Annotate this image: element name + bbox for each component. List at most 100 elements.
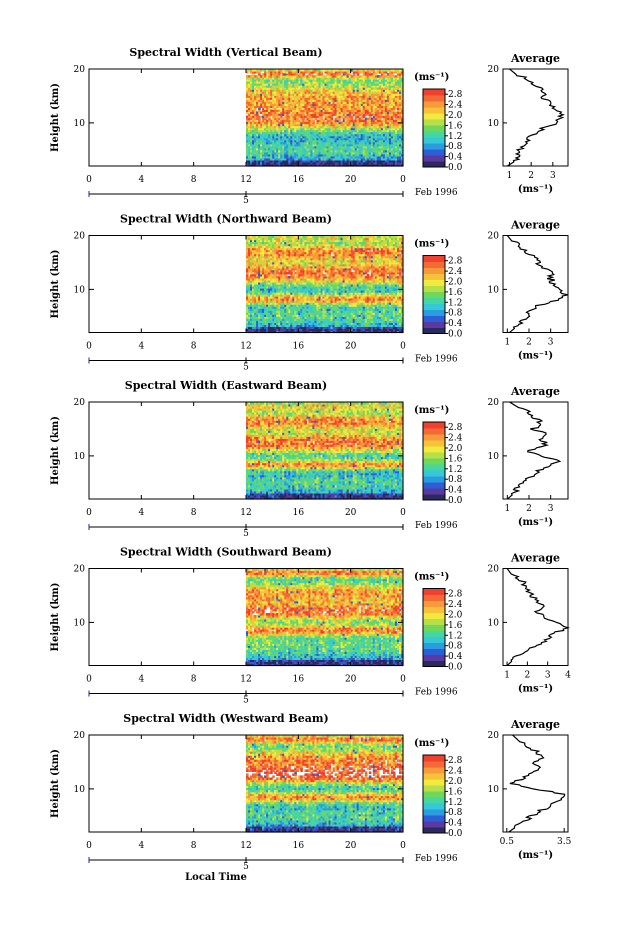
- heatmap-cell: [314, 137, 317, 141]
- heatmap-cell: [270, 275, 273, 279]
- heatmap-cell: [260, 271, 263, 275]
- heatmap-cell: [388, 131, 392, 135]
- heatmap-cell: [352, 105, 356, 108]
- heatmap-cell: [370, 83, 374, 86]
- heatmap-cell: [332, 159, 336, 163]
- heatmap-cell: [258, 155, 261, 159]
- heatmap-cell: [298, 101, 301, 104]
- heatmap-cell: [262, 273, 265, 277]
- heatmap-cell: [286, 113, 289, 117]
- heatmap-cell: [324, 121, 328, 125]
- heatmap-cell: [252, 125, 255, 129]
- heatmap-cell: [252, 83, 255, 86]
- heatmap-cell: [378, 69, 382, 72]
- heatmap-cell: [252, 326, 255, 329]
- heatmap-cell: [324, 85, 328, 88]
- heatmap-cell: [304, 103, 307, 106]
- heatmap-cell: [366, 139, 370, 143]
- heatmap-cell: [332, 105, 336, 108]
- heatmap-cell: [270, 139, 273, 143]
- heatmap-cell: [278, 141, 281, 145]
- heatmap-cell: [262, 129, 265, 133]
- heatmap-cell: [364, 93, 368, 96]
- heatmap-cell: [246, 286, 249, 289]
- heatmap-cell: [326, 117, 330, 121]
- heatmap-cell: [264, 145, 267, 149]
- heatmap-cell: [256, 247, 259, 251]
- heatmap-cell: [344, 127, 348, 131]
- heatmap-cell: [342, 162, 346, 165]
- heatmap-cell: [262, 164, 265, 167]
- heatmap-cell: [362, 79, 366, 82]
- heatmap-cell: [397, 115, 400, 119]
- heatmap-cell: [356, 127, 360, 131]
- heatmap-cell: [332, 89, 336, 92]
- heatmap-cell: [397, 139, 400, 143]
- heatmap-cell: [262, 101, 265, 104]
- heatmap-cell: [264, 95, 267, 98]
- heatmap-cell: [358, 123, 362, 127]
- heatmap-cell: [336, 117, 340, 121]
- heatmap-cell: [286, 245, 289, 249]
- heatmap-cell: [364, 149, 368, 153]
- heatmap-cell: [262, 125, 265, 129]
- heatmap-cell: [280, 69, 283, 72]
- heatmap-cell: [374, 147, 378, 151]
- y-axis-label: Height (km): [50, 83, 61, 152]
- heatmap-cell: [280, 77, 283, 80]
- heatmap-cell: [344, 79, 348, 82]
- heatmap-cell: [372, 117, 376, 121]
- heatmap-cell: [270, 85, 273, 88]
- heatmap-cell: [288, 257, 291, 261]
- heatmap-cell: [401, 109, 404, 112]
- heatmap-cell: [399, 99, 402, 102]
- heatmap-cell: [324, 117, 328, 121]
- heatmap-cell: [288, 69, 291, 72]
- heatmap-cell: [246, 89, 249, 92]
- heatmap-cell: [356, 145, 360, 149]
- heatmap-cell: [258, 312, 261, 315]
- heatmap-cell: [250, 294, 253, 297]
- heatmap-cell: [294, 73, 297, 76]
- heatmap-cell: [316, 115, 319, 119]
- heatmap-cell: [378, 101, 382, 104]
- heatmap-cell: [366, 85, 370, 88]
- heatmap-cell: [290, 241, 293, 245]
- heatmap-cell: [272, 314, 275, 317]
- heatmap-cell: [284, 141, 287, 145]
- heatmap-cell: [260, 115, 263, 119]
- heatmap-cell: [390, 73, 394, 76]
- heatmap-cell: [346, 75, 350, 78]
- heatmap-cell: [260, 151, 263, 155]
- heatmap-cell: [254, 265, 257, 269]
- heatmap-cell: [390, 83, 394, 86]
- heatmap-cell: [366, 107, 370, 110]
- heatmap-cell: [378, 162, 382, 165]
- heatmap-cell: [340, 147, 344, 151]
- heatmap-cell: [344, 83, 348, 86]
- heatmap-cell: [348, 141, 352, 145]
- heatmap-cell: [370, 111, 374, 114]
- heatmap-cell: [318, 139, 322, 143]
- heatmap-cell: [282, 81, 285, 84]
- heatmap-cell: [296, 320, 299, 323]
- heatmap-cell: [328, 83, 332, 86]
- heatmap-cell: [308, 79, 311, 82]
- heatmap-cell: [328, 105, 332, 108]
- heatmap-cell: [336, 87, 340, 90]
- heatmap-cell: [298, 164, 301, 167]
- heatmap-cell: [252, 127, 255, 131]
- heatmap-cell: [296, 164, 299, 167]
- heatmap-cell: [366, 111, 370, 114]
- heatmap-cell: [284, 77, 287, 80]
- heatmap-cell: [376, 145, 380, 149]
- heatmap-cell: [316, 81, 319, 84]
- heatmap-cell: [262, 263, 265, 267]
- heatmap-cell: [286, 310, 289, 313]
- heatmap-cell: [362, 115, 366, 119]
- heatmap-cell: [350, 143, 354, 147]
- heatmap-cell: [252, 241, 255, 245]
- heatmap-cell: [352, 91, 356, 94]
- heatmap-cell: [382, 153, 386, 157]
- heatmap-cell: [286, 255, 289, 259]
